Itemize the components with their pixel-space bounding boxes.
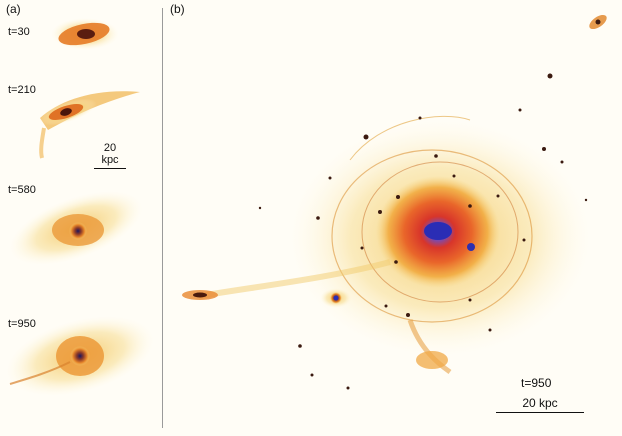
scale-line: [496, 412, 584, 413]
satellite-galaxy: [320, 288, 352, 308]
frame-t210-galaxy: [39, 91, 140, 159]
frame-time-label: t=950: [8, 318, 36, 330]
panel-a-label: (a): [6, 2, 21, 16]
panel-b-time-label: t=950: [521, 376, 552, 390]
panel-divider: [162, 8, 163, 428]
scale-line: [94, 168, 126, 169]
panel-b-scale-bar: 20 kpc: [496, 396, 584, 413]
satellite-galaxy: [467, 243, 475, 251]
frame-time-label: t=210: [8, 84, 36, 96]
panel-a-scale-bar: 20 kpc: [94, 142, 126, 169]
panel-b-label: (b): [170, 2, 185, 16]
tidal-stream: [199, 259, 391, 299]
frame-t30-galaxy: [51, 18, 119, 50]
scale-label: 20 kpc: [522, 396, 558, 410]
scale-label: 20 kpc: [101, 142, 119, 166]
main-galaxy-t950: [290, 115, 590, 375]
satellite-dots: [258, 73, 588, 390]
frame-time-label: t=30: [8, 26, 30, 38]
frame-time-label: t=580: [8, 184, 36, 196]
satellite-galaxy: [589, 14, 607, 30]
frame-t950-galaxy: [6, 316, 154, 396]
frame-t580-galaxy: [9, 191, 143, 265]
satellite-galaxy: [182, 290, 218, 300]
